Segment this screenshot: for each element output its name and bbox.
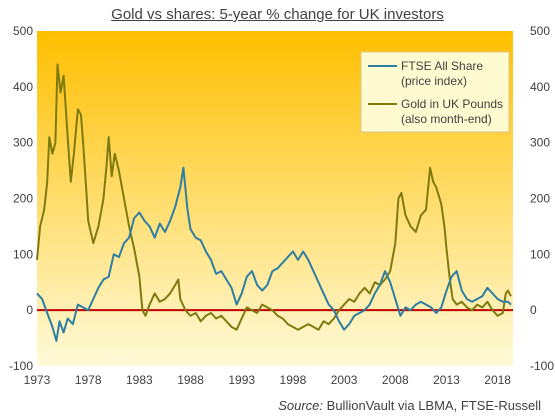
y-tick-left-label: -100: [9, 359, 33, 373]
y-tick-left-label: 100: [13, 247, 33, 261]
legend-label-ftse-2: (price index): [401, 74, 467, 88]
series-line-gold: [36, 63, 512, 331]
x-tick-label: 2003: [331, 373, 358, 387]
y-tick-right-label: 500: [530, 24, 550, 38]
y-tick-left-label: 300: [13, 136, 33, 150]
y-axis-right: 500 400 300 200 100 0 -100: [530, 24, 554, 373]
y-tick-right-label: -100: [530, 359, 554, 373]
chart-title: Gold vs shares: 5-year % change for UK i…: [111, 6, 444, 23]
source-label: Source:: [278, 398, 324, 413]
series-line-ftse: [36, 166, 512, 342]
legend-label-gold-1: Gold in UK Pounds: [401, 97, 503, 111]
legend-label-ftse-1: FTSE All Share: [401, 59, 483, 73]
x-tick-label: 1978: [75, 373, 102, 387]
x-axis: 1973 1978 1983 1988 1993 1998 2003 2008 2013 2018: [24, 373, 512, 387]
y-tick-left-label: 400: [13, 80, 33, 94]
x-tick-label: 1973: [24, 373, 51, 387]
y-tick-right-label: 400: [530, 80, 550, 94]
y-tick-left-label: 200: [13, 192, 33, 206]
series-layer: [36, 63, 512, 342]
legend: FTSE All Share (price index) Gold in UK …: [360, 51, 510, 133]
x-tick-label: 2008: [382, 373, 409, 387]
source-note: Source: BullionVault via LBMA, FTSE-Russ…: [278, 398, 541, 413]
y-tick-right-label: 100: [530, 247, 550, 261]
y-tick-right-label: 200: [530, 192, 550, 206]
x-tick-label: 2013: [433, 373, 460, 387]
y-axis-left: 500 400 300 200 100 0 -100: [9, 24, 33, 373]
x-tick-label: 1988: [177, 373, 204, 387]
x-tick-label: 1993: [228, 373, 255, 387]
x-tick-label: 1998: [280, 373, 307, 387]
y-tick-right-label: 300: [530, 136, 550, 150]
legend-label-gold-2: (also month-end): [401, 112, 492, 126]
source-text: BullionVault via LBMA, FTSE-Russell: [326, 398, 541, 413]
y-tick-left-label: 500: [13, 24, 33, 38]
y-tick-left-label: 0: [26, 303, 33, 317]
x-tick-label: 1983: [126, 373, 153, 387]
x-tick-label: 2018: [484, 373, 511, 387]
y-tick-right-label: 0: [530, 303, 537, 317]
